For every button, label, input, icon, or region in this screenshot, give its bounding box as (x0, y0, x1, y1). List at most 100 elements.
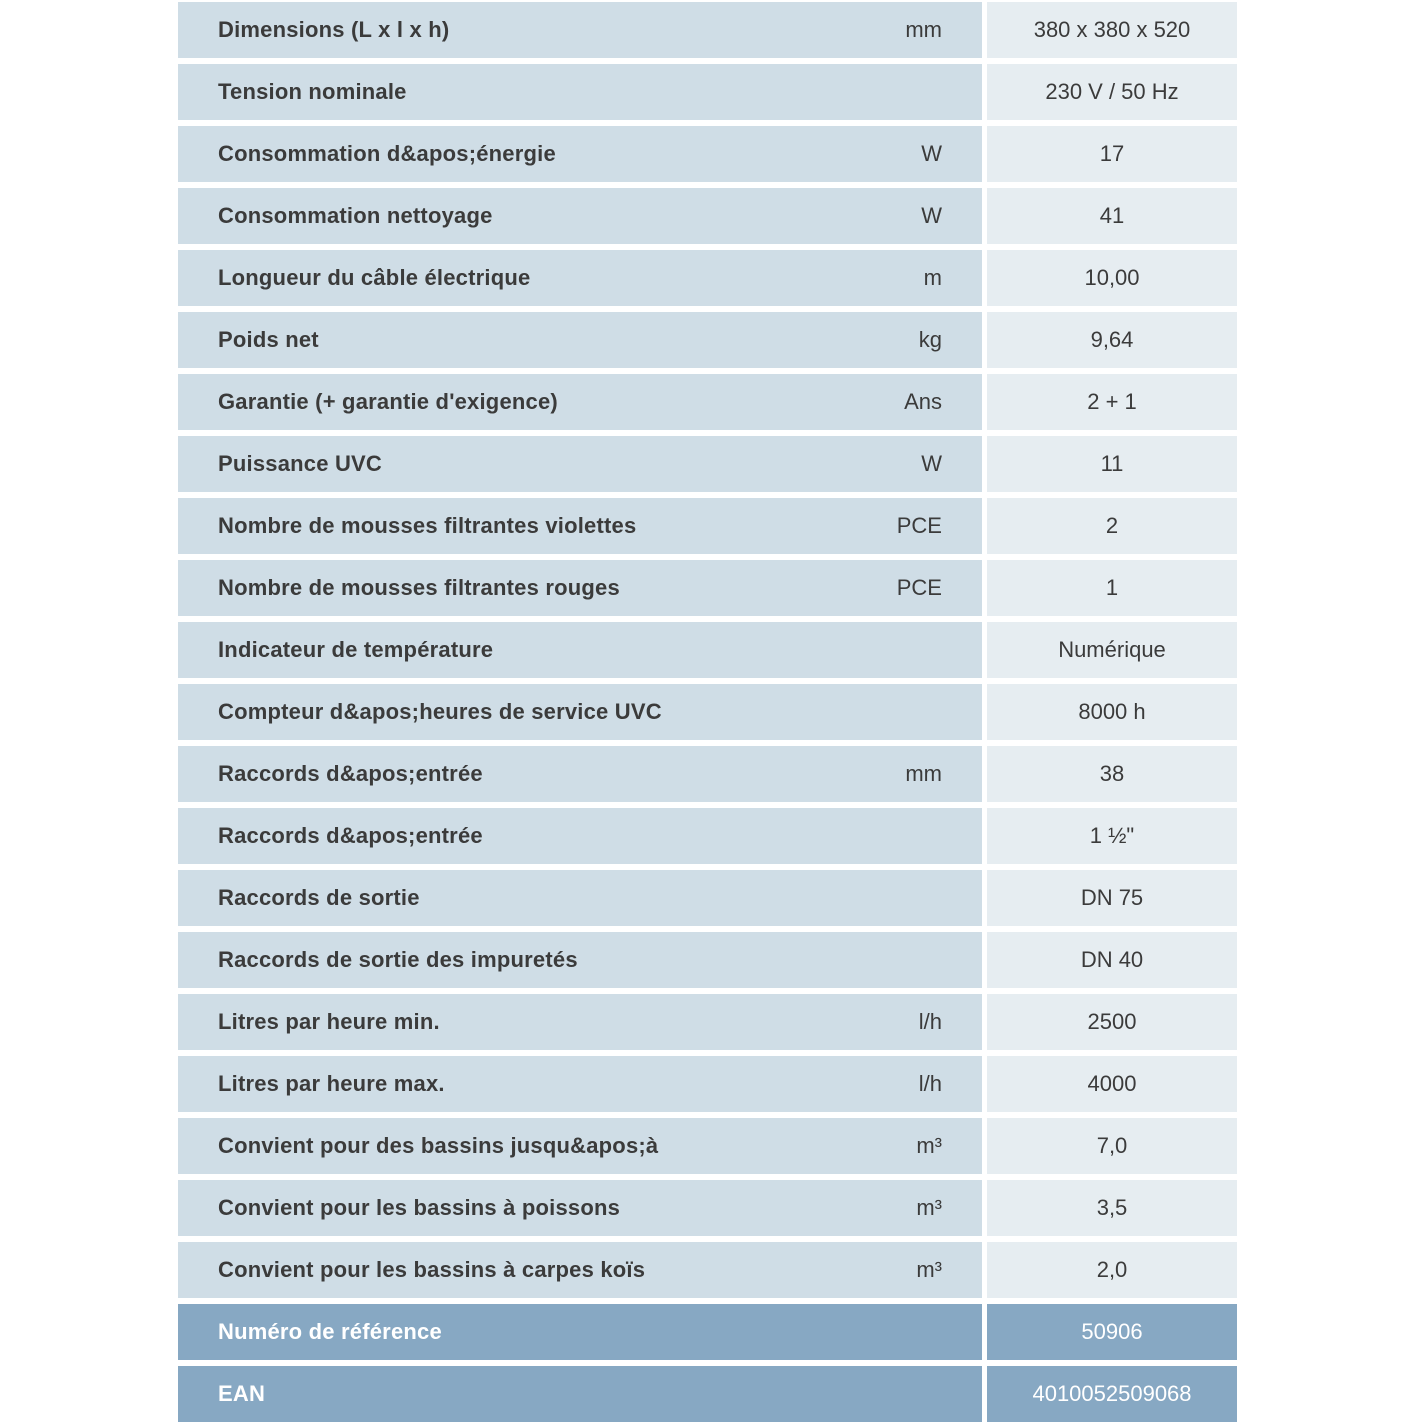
row-label: Dimensions (L x l x h) (218, 17, 450, 42)
value-cell: 2 + 1 (987, 374, 1237, 430)
row-value: 8000 h (1078, 699, 1146, 724)
row-value: 17 (1099, 141, 1125, 166)
label-cell: Compteur d&apos;heures de service UVC (178, 684, 982, 740)
value-cell: 9,64 (987, 312, 1237, 368)
row-value: 38 (1099, 761, 1125, 786)
row-unit: m (923, 265, 942, 290)
value-cell: 230 V / 50 Hz (987, 64, 1237, 120)
table-row: Convient pour des bassins jusqu&apos;à m… (178, 1118, 1237, 1174)
table-row: Garantie (+ garantie d'exigence) Ans 2 +… (178, 374, 1237, 430)
row-value: 2500 (1087, 1009, 1137, 1034)
row-label: Longueur du câble électrique (218, 265, 531, 290)
label-cell: Raccords de sortie (178, 870, 982, 926)
row-value: 380 x 380 x 520 (1033, 17, 1191, 42)
row-label: Consommation nettoyage (218, 203, 493, 228)
table-row: Nombre de mousses filtrantes rouges PCE … (178, 560, 1237, 616)
label-cell: EAN (178, 1366, 982, 1422)
row-label: Garantie (+ garantie d'exigence) (218, 389, 558, 414)
table-row: Convient pour les bassins à carpes koïs … (178, 1242, 1237, 1298)
row-label: Compteur d&apos;heures de service UVC (218, 699, 662, 724)
table-row: Numéro de référence 50906 (178, 1304, 1237, 1360)
row-unit: l/h (918, 1009, 942, 1034)
table-row: Indicateur de température Numérique (178, 622, 1237, 678)
label-cell: Nombre de mousses filtrantes rouges PCE (178, 560, 982, 616)
label-cell: Raccords d&apos;entrée (178, 808, 982, 864)
label-cell: Raccords d&apos;entrée mm (178, 746, 982, 802)
table-row: EAN 4010052509068 (178, 1366, 1237, 1422)
row-value: 3,5 (1096, 1195, 1128, 1220)
row-unit: Ans (904, 389, 942, 414)
row-value: 7,0 (1096, 1133, 1128, 1158)
row-value: 2 (1105, 513, 1119, 538)
label-cell: Indicateur de température (178, 622, 982, 678)
table-row: Litres par heure max. l/h 4000 (178, 1056, 1237, 1112)
value-cell: 50906 (987, 1304, 1237, 1360)
label-cell: Litres par heure max. l/h (178, 1056, 982, 1112)
row-value: 4000 (1087, 1071, 1137, 1096)
value-cell: 4010052509068 (987, 1366, 1237, 1422)
row-value: 2,0 (1096, 1257, 1128, 1282)
row-label: Raccords de sortie des impuretés (218, 947, 578, 972)
table-row: Poids net kg 9,64 (178, 312, 1237, 368)
row-value: 4010052509068 (1032, 1381, 1192, 1406)
row-unit: mm (905, 761, 942, 786)
label-cell: Convient pour des bassins jusqu&apos;à m… (178, 1118, 982, 1174)
row-label: Numéro de référence (218, 1319, 442, 1344)
row-label: Raccords de sortie (218, 885, 420, 910)
value-cell: 4000 (987, 1056, 1237, 1112)
row-label: Convient pour les bassins à poissons (218, 1195, 621, 1220)
row-value: 1 ½" (1089, 823, 1135, 848)
row-unit: l/h (918, 1071, 942, 1096)
row-value: Numérique (1058, 637, 1166, 662)
row-label: Puissance UVC (218, 451, 383, 476)
row-value: 41 (1099, 203, 1125, 228)
value-cell: Numérique (987, 622, 1237, 678)
table-row: Raccords d&apos;entrée mm 38 (178, 746, 1237, 802)
row-value: DN 40 (1080, 947, 1144, 972)
label-cell: Convient pour les bassins à poissons m³ (178, 1180, 982, 1236)
row-unit: m³ (916, 1257, 942, 1282)
table-row: Compteur d&apos;heures de service UVC 80… (178, 684, 1237, 740)
row-label: Raccords d&apos;entrée (218, 761, 483, 786)
row-unit: kg (918, 327, 942, 352)
value-cell: 2,0 (987, 1242, 1237, 1298)
table-row: Raccords de sortie des impuretés DN 40 (178, 932, 1237, 988)
row-unit: W (921, 203, 942, 228)
label-cell: Dimensions (L x l x h) mm (178, 2, 982, 58)
row-label: Raccords d&apos;entrée (218, 823, 483, 848)
row-value: 230 V / 50 Hz (1045, 79, 1179, 104)
row-unit: PCE (896, 513, 942, 538)
table-row: Consommation nettoyage W 41 (178, 188, 1237, 244)
label-cell: Convient pour les bassins à carpes koïs … (178, 1242, 982, 1298)
label-cell: Garantie (+ garantie d'exigence) Ans (178, 374, 982, 430)
row-label: Nombre de mousses filtrantes violettes (218, 513, 637, 538)
row-label: Poids net (218, 327, 319, 352)
value-cell: 11 (987, 436, 1237, 492)
row-label: Litres par heure min. (218, 1009, 440, 1034)
label-cell: Puissance UVC W (178, 436, 982, 492)
table-row: Longueur du câble électrique m 10,00 (178, 250, 1237, 306)
label-cell: Tension nominale (178, 64, 982, 120)
value-cell: 2 (987, 498, 1237, 554)
value-cell: DN 75 (987, 870, 1237, 926)
table-row: Raccords de sortie DN 75 (178, 870, 1237, 926)
row-label: Tension nominale (218, 79, 407, 104)
table-row: Puissance UVC W 11 (178, 436, 1237, 492)
table-row: Litres par heure min. l/h 2500 (178, 994, 1237, 1050)
row-value: 10,00 (1084, 265, 1140, 290)
table-row: Convient pour les bassins à poissons m³ … (178, 1180, 1237, 1236)
row-label: Consommation d&apos;énergie (218, 141, 556, 166)
table-row: Consommation d&apos;énergie W 17 (178, 126, 1237, 182)
row-value: 9,64 (1090, 327, 1134, 352)
row-value: DN 75 (1080, 885, 1144, 910)
value-cell: 3,5 (987, 1180, 1237, 1236)
label-cell: Litres par heure min. l/h (178, 994, 982, 1050)
value-cell: 10,00 (987, 250, 1237, 306)
value-cell: 41 (987, 188, 1237, 244)
row-unit: mm (905, 17, 942, 42)
value-cell: 7,0 (987, 1118, 1237, 1174)
label-cell: Longueur du câble électrique m (178, 250, 982, 306)
row-label: EAN (218, 1381, 266, 1406)
row-value: 50906 (1081, 1319, 1143, 1344)
row-value: 2 + 1 (1087, 389, 1137, 414)
